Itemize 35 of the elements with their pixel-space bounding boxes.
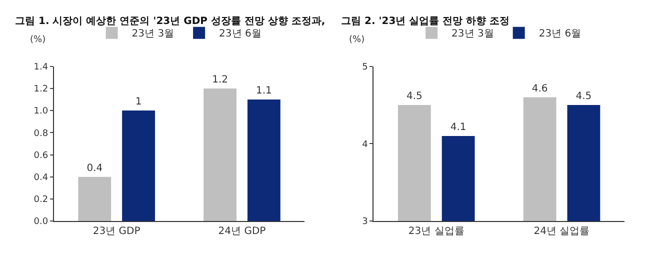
x-tick-label: 23년 실업률 (408, 226, 464, 238)
data-label: 1 (135, 96, 142, 108)
x-tick-label: 23년 GDP (92, 226, 140, 238)
data-label: 4.6 (532, 83, 548, 94)
bar (247, 100, 280, 222)
data-label: 0.4 (86, 162, 103, 174)
y-tick-label: 0.8 (34, 128, 48, 139)
y-tick-label: 4 (362, 140, 368, 150)
y-axis-title: (%) (30, 35, 46, 45)
y-tick-label: 1.0 (34, 106, 48, 117)
data-label: 4.5 (576, 91, 592, 102)
bar (204, 88, 236, 222)
legend-label: 23년 3월 (452, 28, 494, 40)
data-label: 1.2 (212, 74, 228, 86)
data-label: 4.5 (406, 91, 422, 102)
data-label: 1.1 (256, 86, 272, 97)
y-tick-label: 0.4 (34, 173, 48, 184)
y-tick-label: 0.6 (34, 150, 48, 161)
chart-title: 그림 1. 시장이 예상한 연준의 '23년 GDP 성장률 전망 상향 조정과, (15, 16, 326, 27)
chart-title: 그림 2. '23년 실업률 전망 하향 조정 (341, 16, 510, 27)
legend-label: 23년 6월 (538, 28, 582, 40)
y-tick-label: 1.2 (34, 84, 48, 95)
x-tick-label: 24년 실업률 (534, 226, 590, 238)
y-tick-label: 1.4 (34, 62, 48, 73)
y-tick-label: 5 (362, 62, 368, 73)
bar (122, 110, 155, 222)
y-tick-label: 0.2 (34, 195, 48, 206)
y-tick-label: 0.0 (34, 217, 48, 228)
x-tick-label: 24년 GDP (218, 226, 266, 238)
bar (78, 176, 112, 222)
legend-label: 23년 6월 (219, 28, 262, 40)
data-label: 4.1 (450, 122, 466, 133)
legend-label: 23년 3월 (132, 28, 174, 40)
y-axis-title: (%) (349, 35, 365, 45)
y-tick-label: 3 (362, 217, 368, 228)
